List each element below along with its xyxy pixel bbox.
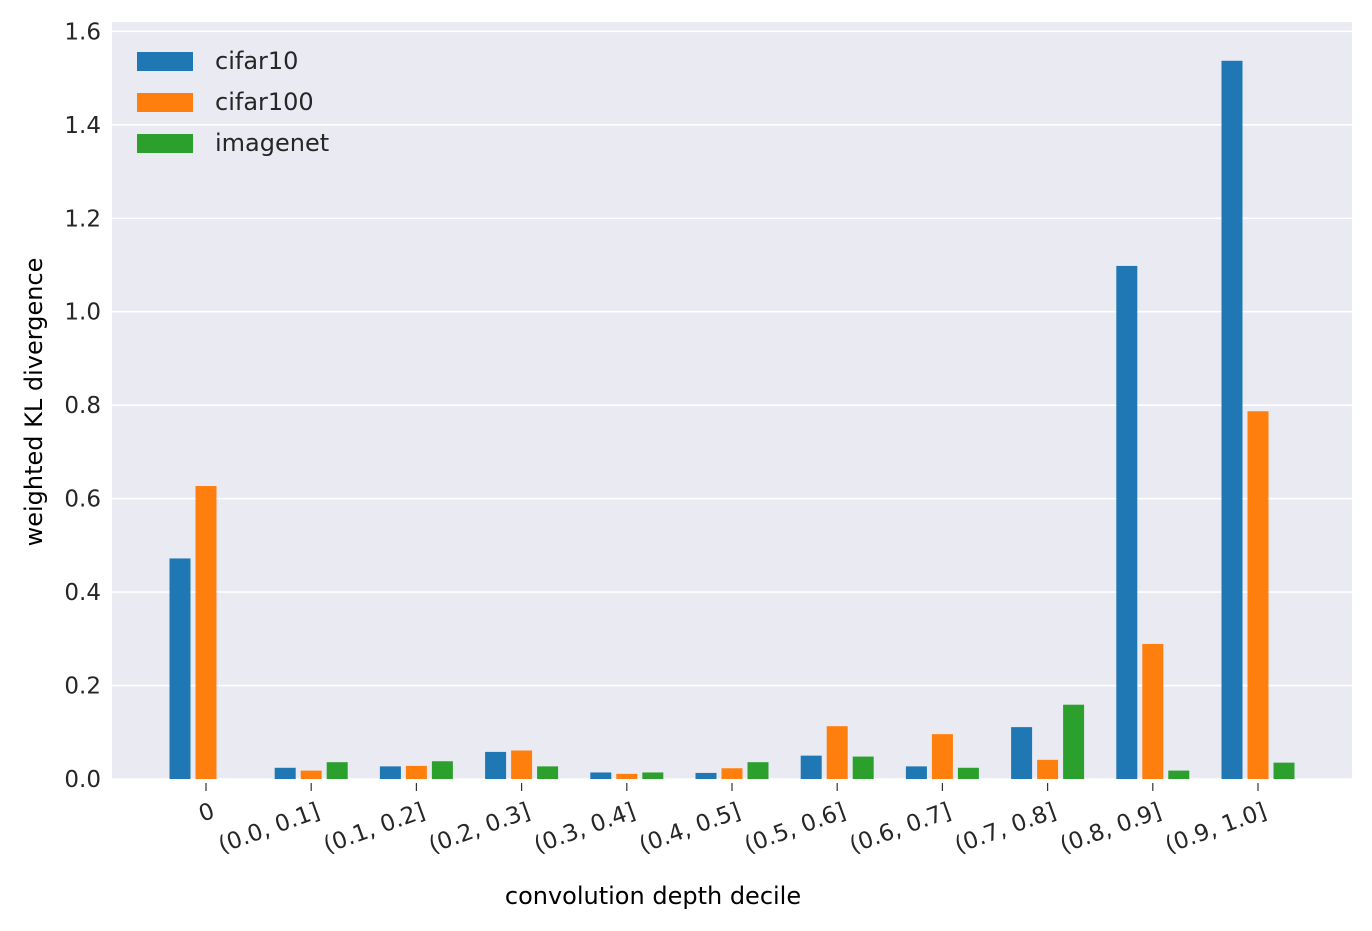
legend-label-cifar100: cifar100 bbox=[215, 88, 314, 116]
bar-cifar100 bbox=[826, 726, 848, 779]
bar-cifar100 bbox=[300, 770, 322, 779]
bar-imagenet bbox=[537, 766, 559, 779]
bar-cifar100 bbox=[511, 750, 533, 779]
y-tick-label: 0.2 bbox=[64, 674, 101, 700]
legend-swatch-imagenet bbox=[137, 134, 193, 153]
y-axis-ticks: 0.0 0.2 0.4 0.6 0.8 1.0 1.2 1.4 1.6 bbox=[64, 19, 101, 793]
x-tick-label: (0.9, 1.0] bbox=[1162, 798, 1270, 859]
y-tick-label: 0.6 bbox=[64, 487, 101, 513]
y-tick-label: 0.8 bbox=[64, 393, 101, 419]
y-tick-label: 1.4 bbox=[64, 113, 101, 139]
bar-cifar100 bbox=[616, 773, 638, 779]
bar-cifar100 bbox=[195, 486, 217, 779]
legend: cifar10 cifar100 imagenet bbox=[137, 47, 329, 157]
x-tick-label: (0.7, 0.8] bbox=[951, 798, 1059, 859]
bar-imagenet bbox=[326, 762, 348, 779]
bar-cifar100 bbox=[1247, 411, 1269, 779]
bar-imagenet bbox=[1273, 762, 1295, 779]
legend-label-cifar10: cifar10 bbox=[215, 47, 298, 75]
bar-cifar10 bbox=[485, 751, 507, 779]
bar-cifar100 bbox=[1142, 643, 1164, 779]
x-tick-label: (0.2, 0.3] bbox=[425, 798, 533, 859]
x-tick-label: (0.4, 0.5] bbox=[636, 798, 744, 859]
y-tick-label: 1.6 bbox=[64, 19, 101, 45]
bar-cifar10 bbox=[169, 558, 191, 779]
bar-cifar100 bbox=[721, 768, 743, 779]
bar-cifar100 bbox=[405, 765, 427, 779]
x-tick-label: (0.3, 0.4] bbox=[531, 798, 639, 859]
bar-cifar10 bbox=[379, 766, 401, 779]
bar-cifar10 bbox=[274, 767, 296, 779]
x-tick-label: (0.6, 0.7] bbox=[846, 798, 954, 859]
legend-label-imagenet: imagenet bbox=[215, 129, 329, 157]
bar-cifar100 bbox=[931, 734, 953, 779]
bar-imagenet bbox=[852, 756, 874, 779]
y-tick-label: 1.0 bbox=[64, 300, 101, 326]
bar-cifar100 bbox=[1037, 759, 1059, 779]
bar-imagenet bbox=[431, 761, 453, 779]
x-tick-label: (0.1, 0.2] bbox=[320, 798, 428, 859]
bar-cifar10 bbox=[1011, 727, 1033, 779]
x-tick-label: (0.8, 0.9] bbox=[1057, 798, 1165, 859]
bar-cifar10 bbox=[695, 772, 717, 779]
x-axis-ticks: 0(0.0, 0.1](0.1, 0.2](0.2, 0.3](0.3, 0.4… bbox=[195, 783, 1270, 859]
bars bbox=[169, 60, 1295, 780]
y-axis-label: weighted KL divergence bbox=[20, 258, 48, 547]
x-tick-label: (0.5, 0.6] bbox=[741, 798, 849, 859]
bar-cifar10 bbox=[590, 772, 612, 779]
x-axis-label: convolution depth decile bbox=[505, 882, 801, 910]
bar-imagenet bbox=[747, 762, 769, 779]
bar-cifar10 bbox=[1221, 60, 1243, 780]
bar-cifar10 bbox=[800, 755, 822, 779]
bar-cifar10 bbox=[905, 766, 927, 779]
bar-cifar10 bbox=[1116, 265, 1138, 779]
x-tick-label: 0 bbox=[195, 798, 218, 827]
bar-imagenet bbox=[1063, 704, 1085, 779]
x-tick-label: (0.0, 0.1] bbox=[215, 798, 323, 859]
legend-swatch-cifar100 bbox=[137, 93, 193, 112]
bar-imagenet bbox=[1168, 770, 1190, 779]
y-tick-label: 1.2 bbox=[64, 206, 101, 232]
legend-swatch-cifar10 bbox=[137, 52, 193, 71]
bar-imagenet bbox=[642, 772, 664, 779]
y-tick-label: 0.0 bbox=[64, 767, 101, 793]
y-tick-label: 0.4 bbox=[64, 580, 101, 606]
bar-imagenet bbox=[957, 767, 979, 779]
